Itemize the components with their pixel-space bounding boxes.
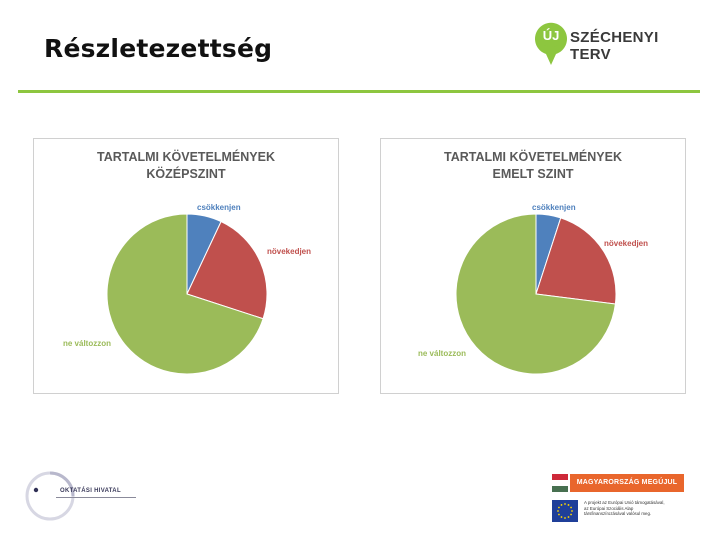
eu-text-line-1: A projekt az Európai Unió támogatásával, bbox=[584, 500, 665, 505]
eu-star-icon bbox=[564, 517, 566, 519]
pie-plot: csökkenjen növekedjen ne változzon bbox=[418, 203, 648, 375]
szechenyi-terv-logo: ÚJ SZÉCHENYI TERV bbox=[534, 18, 694, 68]
pie-data-label-1: csökkenjen bbox=[197, 203, 241, 212]
pie-chart-kozepszint: TARTALMI KÖVETELMÉNYEK KÖZÉPSZINT csökke… bbox=[33, 138, 339, 394]
chart-title-line-1: TARTALMI KÖVETELMÉNYEK bbox=[443, 150, 622, 164]
eu-funding-text: A projekt az Európai Unió támogatásával,… bbox=[584, 500, 688, 517]
eu-star-icon bbox=[567, 504, 570, 506]
eu-text-line-2: az Európai Szociális Alap bbox=[584, 505, 634, 511]
brand-pin-text: ÚJ bbox=[543, 28, 560, 43]
pie-plot: csökkenjen növekedjen ne változzon bbox=[63, 203, 311, 375]
chart-title: TARTALMI KÖVETELMÉNYEK KÖZÉPSZINT bbox=[34, 149, 338, 183]
pie-slice-3 bbox=[106, 213, 264, 375]
oktatasi-hivatal-logo: OKTATÁSI HIVATAL bbox=[22, 470, 136, 526]
eu-text-line-3: társfinanszírozásával valósul meg. bbox=[584, 511, 652, 517]
oktatasi-hivatal-text: OKTATÁSI HIVATAL bbox=[60, 488, 121, 494]
title-divider bbox=[18, 90, 700, 93]
eu-star-icon bbox=[558, 513, 560, 516]
pie-slice-3 bbox=[455, 213, 616, 375]
pie-data-label-2: növekedjen bbox=[267, 247, 311, 256]
pie-slice-2 bbox=[186, 220, 268, 320]
pie-data-label-2: növekedjen bbox=[604, 239, 648, 248]
eu-star-icon bbox=[567, 516, 570, 518]
ring-logo-icon bbox=[25, 471, 75, 521]
eu-star-icon bbox=[564, 503, 566, 505]
chart-title-line-1: TARTALMI KÖVETELMÉNYEK bbox=[96, 150, 275, 164]
brand-name: SZÉCHENYI TERV bbox=[570, 29, 659, 63]
pie-chart-emelt-szint: TARTALMI KÖVETELMÉNYEK EMELT SZINT csökk… bbox=[380, 138, 686, 394]
pie-data-label-1: csökkenjen bbox=[532, 203, 576, 212]
eu-star-icon bbox=[570, 506, 572, 509]
pie-slice-2 bbox=[535, 217, 617, 305]
eu-funding-block: MAGYARORSZÁG MEGÚJUL A projekt az Európa… bbox=[548, 472, 688, 526]
chart-title: TARTALMI KÖVETELMÉNYEK EMELT SZINT bbox=[381, 149, 685, 183]
eu-star-icon bbox=[570, 513, 572, 516]
pie-data-label-3: ne változzon bbox=[63, 339, 111, 348]
eu-star-icon bbox=[557, 510, 559, 512]
hungarian-flag-icon bbox=[552, 474, 568, 492]
eu-star-icon bbox=[558, 506, 560, 509]
eu-star-icon bbox=[560, 516, 563, 518]
eu-flag-icon bbox=[552, 500, 578, 522]
pie-data-label-3: ne változzon bbox=[418, 349, 466, 358]
chart-title-line-2: KÖZÉPSZINT bbox=[146, 167, 226, 181]
logo-underline bbox=[56, 497, 136, 498]
eu-star-icon bbox=[560, 504, 563, 506]
chart-title-line-2: EMELT SZINT bbox=[492, 167, 574, 181]
slide-title: Részletezettség bbox=[44, 34, 273, 63]
map-pin-icon: ÚJ bbox=[535, 22, 567, 66]
magyarorszag-megujul-banner: MAGYARORSZÁG MEGÚJUL bbox=[570, 474, 684, 492]
eu-star-icon bbox=[571, 510, 573, 512]
